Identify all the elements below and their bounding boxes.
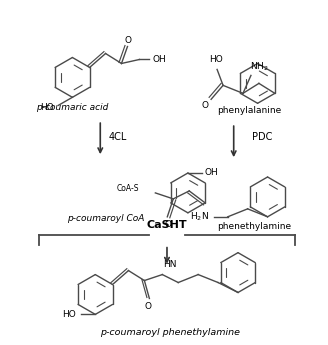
Text: 4CL: 4CL (109, 132, 127, 142)
Text: phenethylamine: phenethylamine (217, 222, 292, 231)
Text: OH: OH (205, 168, 219, 177)
Text: O: O (145, 302, 152, 311)
Text: phenylalanine: phenylalanine (217, 106, 282, 115)
Text: NH$_2$: NH$_2$ (250, 60, 268, 73)
Text: CoA-S: CoA-S (117, 185, 139, 194)
Text: O: O (202, 101, 209, 110)
Text: HO: HO (209, 55, 223, 64)
Text: PDC: PDC (252, 132, 273, 142)
Text: HN: HN (164, 260, 177, 269)
Text: HO: HO (41, 103, 54, 112)
Text: H$_2$N: H$_2$N (190, 210, 209, 223)
Text: p-coumaric acid: p-coumaric acid (36, 103, 109, 112)
Text: CaSHT: CaSHT (147, 220, 187, 230)
Text: p-coumaroyl CoA: p-coumaroyl CoA (67, 214, 144, 223)
Text: HO: HO (63, 310, 76, 319)
Text: p-coumaroyl phenethylamine: p-coumaroyl phenethylamine (100, 328, 240, 337)
Text: O: O (125, 36, 132, 45)
Text: O: O (165, 220, 172, 229)
Text: OH: OH (153, 55, 166, 64)
